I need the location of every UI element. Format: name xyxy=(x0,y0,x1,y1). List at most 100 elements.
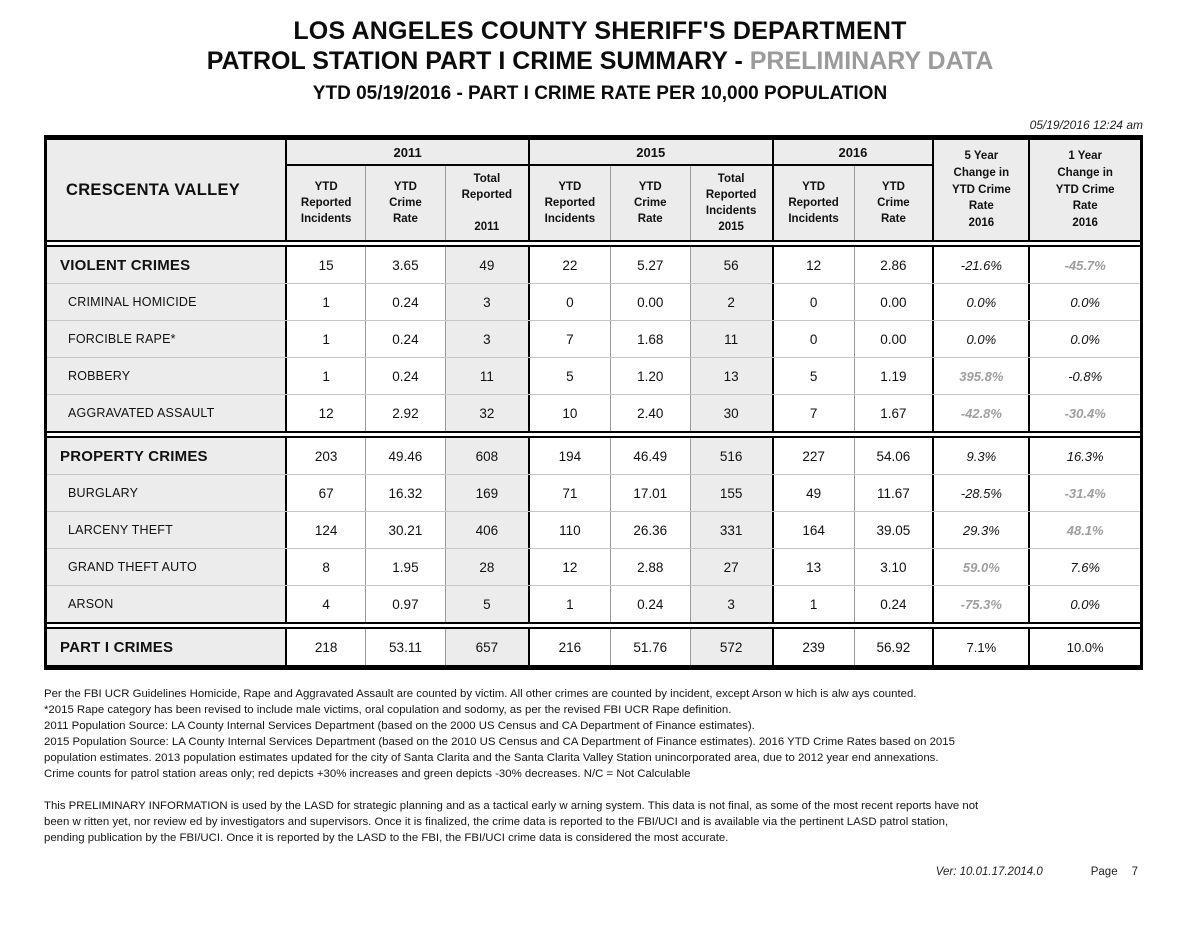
value-cell: 5 xyxy=(444,586,528,622)
value-cell: 110 xyxy=(527,512,610,548)
change-1yr-cell: -45.7% xyxy=(1028,247,1140,283)
header-total-2015: Total Reported Incidents 2015 xyxy=(689,166,772,240)
change-5yr-cell: -42.8% xyxy=(932,395,1029,431)
value-cell: 608 xyxy=(444,438,528,474)
footnote-line: *2015 Rape category has been revised to … xyxy=(44,704,732,716)
title-line-2-preliminary: PRELIMINARY DATA xyxy=(749,47,994,75)
value-cell: 1 xyxy=(285,284,366,320)
value-cell: 0 xyxy=(771,284,854,320)
crime-category-label: GRAND THEFT AUTO xyxy=(47,549,286,585)
page-indicator: Page 7 xyxy=(1091,866,1138,878)
table-row: AGGRAVATED ASSAULT 12 2.92 32 10 2.40 30 7 1.67-… xyxy=(47,394,1140,431)
crime-category-label: CRIMINAL HOMICIDE xyxy=(47,284,286,320)
value-cell: 0.97 xyxy=(365,586,445,622)
value-cell: 11.67 xyxy=(853,475,933,511)
crime-summary-table: CRESCENTA VALLEY 2011 2015 2016 5 Year C… xyxy=(44,135,1143,670)
title-line-3: YTD 05/19/2016 - PART I CRIME RATE PER 1… xyxy=(312,83,888,104)
header-ytd-rate-2015: YTD Crime Rate xyxy=(609,166,690,240)
crime-category-label: ROBBERY xyxy=(47,358,286,394)
change-1yr-cell: 0.0% xyxy=(1028,284,1140,320)
value-cell: 0.24 xyxy=(853,586,933,622)
value-cell: 49 xyxy=(444,247,528,283)
value-cell: 27 xyxy=(689,549,772,585)
value-cell: 239 xyxy=(771,629,854,665)
change-1yr-cell: 16.3% xyxy=(1028,438,1140,474)
title-line-1: LOS ANGELES COUNTY SHERIFF'S DEPARTMENT xyxy=(293,17,907,45)
footnote-line: 2015 Population Source: LA County Intern… xyxy=(44,736,955,748)
page-footer: Ver: 10.01.17.2014.0 Page 7 xyxy=(0,866,1138,878)
value-cell: 2.92 xyxy=(365,395,445,431)
value-cell: 1 xyxy=(285,358,366,394)
title-line-2: PATROL STATION PART I CRIME SUMMARY - PR… xyxy=(0,47,1200,76)
table-row: ARSON 4 0.97 5 1 0.24 3 1 0.24 -75.3% 0.0% xyxy=(47,585,1140,622)
value-cell: 227 xyxy=(771,438,854,474)
crime-category-label: AGGRAVATED ASSAULT xyxy=(47,395,286,431)
value-cell: 13 xyxy=(689,358,772,394)
print-timestamp: 05/19/2016 12:24 am xyxy=(1029,118,1143,132)
footnote-line: population estimates. 2013 population es… xyxy=(44,752,939,764)
value-cell: 32 xyxy=(444,395,528,431)
footnotes: Per the FBI UCR Guidelines Homicide, Rap… xyxy=(44,686,1160,846)
value-cell: 17.01 xyxy=(609,475,690,511)
value-cell: 71 xyxy=(527,475,610,511)
header-ytd-rate-2011: YTD Crime Rate xyxy=(365,166,445,240)
value-cell: 3 xyxy=(444,321,528,357)
header-ytd-reported-2016: YTD Reported Incidents xyxy=(771,166,854,240)
crime-category-label: PART I CRIMES xyxy=(47,629,286,665)
value-cell: 124 xyxy=(285,512,366,548)
value-cell: 331 xyxy=(689,512,772,548)
table-row: BURGLARY 67 16.32 169 71 17.01 155 49 11.67 -28.5… xyxy=(47,474,1140,511)
change-1yr-cell: 7.6% xyxy=(1028,549,1140,585)
value-cell: 0.24 xyxy=(365,321,445,357)
table-row: PROPERTY CRIMES 203 49.46 608 194 46.49 516 227… xyxy=(47,438,1140,474)
change-5yr-cell: 9.3% xyxy=(932,438,1029,474)
crime-category-label: PROPERTY CRIMES xyxy=(47,438,286,474)
footnote-line: Per the FBI UCR Guidelines Homicide, Rap… xyxy=(44,688,917,700)
value-cell: 0.24 xyxy=(609,586,690,622)
value-cell: 0 xyxy=(527,284,610,320)
value-cell: 5 xyxy=(527,358,610,394)
value-cell: 4 xyxy=(285,586,366,622)
value-cell: 1.67 xyxy=(853,395,933,431)
station-name: CRESCENTA VALLEY xyxy=(66,180,241,199)
value-cell: 216 xyxy=(527,629,610,665)
value-cell: 169 xyxy=(444,475,528,511)
table-row: PART I CRIMES 218 53.11 657 216 51.76 572 239 56… xyxy=(47,629,1140,665)
value-cell: 1.68 xyxy=(609,321,690,357)
value-cell: 56 xyxy=(689,247,772,283)
value-cell: 0 xyxy=(771,321,854,357)
preliminary-info-paragraph: This PRELIMINARY INFORMATION is used by … xyxy=(44,798,1160,846)
value-cell: 30 xyxy=(689,395,772,431)
value-cell: 3.65 xyxy=(365,247,445,283)
value-cell: 572 xyxy=(689,629,772,665)
value-cell: 2.40 xyxy=(609,395,690,431)
value-cell: 11 xyxy=(444,358,528,394)
table-section: PART I CRIMES 218 53.11 657 216 51.76 572 239 56… xyxy=(47,627,1140,667)
paragraph-line: been w ritten yet, nor review ed by inve… xyxy=(44,816,949,828)
change-5yr-cell: 7.1% xyxy=(932,629,1029,665)
value-cell: 1.20 xyxy=(609,358,690,394)
header-5yr-change: 5 Year Change in YTD Crime Rate 2016 xyxy=(932,140,1028,240)
value-cell: 5.27 xyxy=(609,247,690,283)
value-cell: 1 xyxy=(771,586,854,622)
value-cell: 2.88 xyxy=(609,549,690,585)
value-cell: 39.05 xyxy=(853,512,933,548)
value-cell: 1.95 xyxy=(365,549,445,585)
header-total-2011: Total Reported 2011 xyxy=(444,166,528,240)
crime-category-label: VIOLENT CRIMES xyxy=(47,247,286,283)
title-line-2-dash: - xyxy=(727,47,750,75)
table-header: CRESCENTA VALLEY 2011 2015 2016 5 Year C… xyxy=(47,138,1140,242)
value-cell: 155 xyxy=(689,475,772,511)
value-cell: 203 xyxy=(285,438,366,474)
value-cell: 54.06 xyxy=(853,438,933,474)
value-cell: 49 xyxy=(771,475,854,511)
value-cell: 5 xyxy=(771,358,854,394)
value-cell: 13 xyxy=(771,549,854,585)
value-cell: 516 xyxy=(689,438,772,474)
change-5yr-cell: 0.0% xyxy=(932,321,1029,357)
value-cell: 7 xyxy=(771,395,854,431)
change-1yr-cell: 48.1% xyxy=(1028,512,1140,548)
change-1yr-cell: 0.0% xyxy=(1028,586,1140,622)
value-cell: 218 xyxy=(285,629,366,665)
table-row: VIOLENT CRIMES 15 3.65 49 22 5.27 56 12 2.86 -21.… xyxy=(47,247,1140,283)
